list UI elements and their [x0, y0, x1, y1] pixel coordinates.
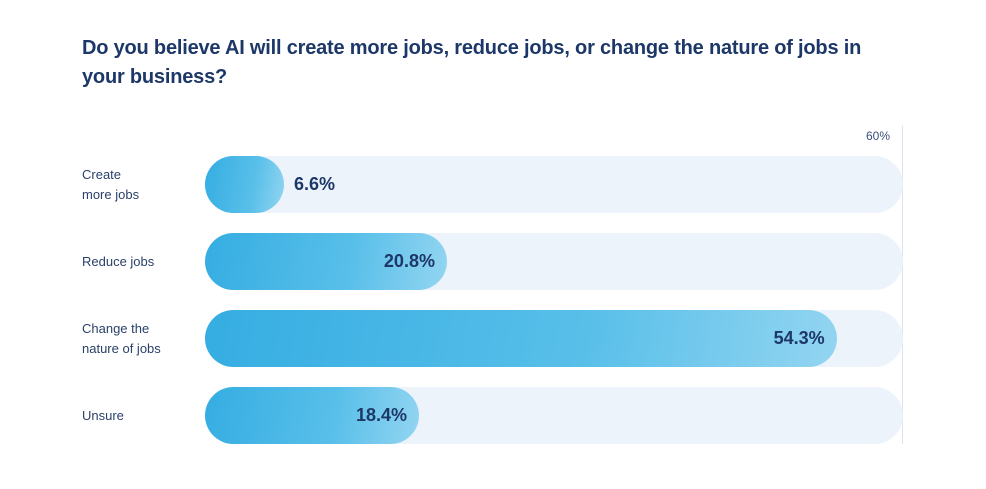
category-label: Reduce jobs	[82, 252, 197, 272]
chart-title: Do you believe AI will create more jobs,…	[82, 37, 862, 88]
bar	[205, 387, 420, 444]
bar	[205, 310, 837, 367]
category-label-line: Unsure	[82, 407, 124, 423]
bar	[205, 156, 284, 213]
bar-track	[205, 156, 903, 213]
category-label-line: Reduce jobs	[82, 253, 155, 269]
category-label: Change the nature of jobs	[82, 319, 197, 359]
category-label-line: more jobs	[82, 186, 140, 202]
category-label-line: Create	[82, 166, 122, 182]
bar-value-label: 54.3%	[773, 328, 825, 348]
x-axis-max-tick: 60%	[866, 129, 891, 143]
x-axis-max-line	[902, 126, 903, 444]
bar-value-label: 6.6%	[294, 174, 336, 194]
bar-value-label: 20.8%	[383, 251, 435, 271]
category-label-line: Change the	[82, 320, 150, 336]
category-label: Unsure	[82, 406, 197, 426]
bar-value-label: 18.4%	[356, 405, 408, 425]
category-label: Create more jobs	[82, 165, 197, 205]
category-label-line: nature of jobs	[82, 340, 161, 356]
bar	[205, 233, 447, 290]
